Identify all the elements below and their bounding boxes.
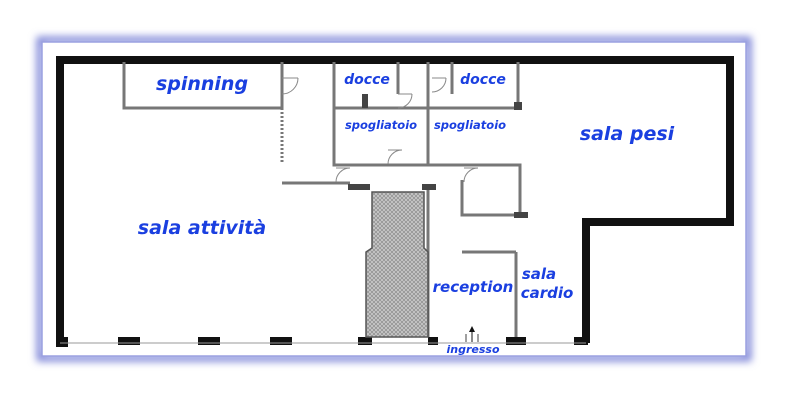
label-sala-cardio-line2: cardio <box>521 284 574 302</box>
bottom-wall-columns <box>56 337 588 347</box>
frame-glow <box>36 36 752 362</box>
column <box>56 337 68 347</box>
exterior-wall <box>56 56 734 343</box>
label-ingresso: ingresso <box>446 343 499 356</box>
column <box>506 337 526 345</box>
column <box>358 337 372 345</box>
label-spogliatoio-right: spogliatoio <box>434 118 506 132</box>
stub <box>362 94 368 108</box>
stub <box>422 184 436 190</box>
column <box>574 337 588 345</box>
locker-left-wall <box>332 62 430 167</box>
storage-room-wall <box>460 180 520 217</box>
spogliatoio-right-bottom <box>430 163 522 215</box>
label-sala-attivita: sala attività <box>138 217 266 239</box>
door-spinning <box>281 77 299 95</box>
label-reception: reception <box>433 278 514 296</box>
label-spinning: spinning <box>156 73 248 95</box>
label-docce-left: docce <box>344 72 390 88</box>
wall-stubs <box>348 94 528 218</box>
door-storage <box>463 167 479 183</box>
column <box>270 337 292 345</box>
stub <box>348 184 370 190</box>
label-spogliatoio-left: spogliatoio <box>345 118 417 132</box>
stub <box>514 102 522 110</box>
door-docce-right <box>431 77 447 93</box>
spinning-room-wall <box>122 62 284 110</box>
room-labels: spinning docce docce spogliatoio spoglia… <box>138 72 675 356</box>
column <box>428 337 438 345</box>
door-spogliatoio-left <box>387 149 403 165</box>
stub <box>514 212 528 218</box>
outer-walls <box>56 56 734 343</box>
door-docce-left <box>397 93 413 109</box>
hatched-corridor <box>365 191 429 338</box>
column <box>198 337 220 345</box>
column <box>118 337 140 345</box>
door-swings <box>281 77 479 183</box>
label-sala-pesi: sala pesi <box>580 123 675 145</box>
label-docce-right: docce <box>460 72 506 88</box>
arrow-up-icon <box>465 326 479 342</box>
label-sala-cardio-line1: sala <box>522 265 556 283</box>
door-corridor <box>335 167 351 183</box>
